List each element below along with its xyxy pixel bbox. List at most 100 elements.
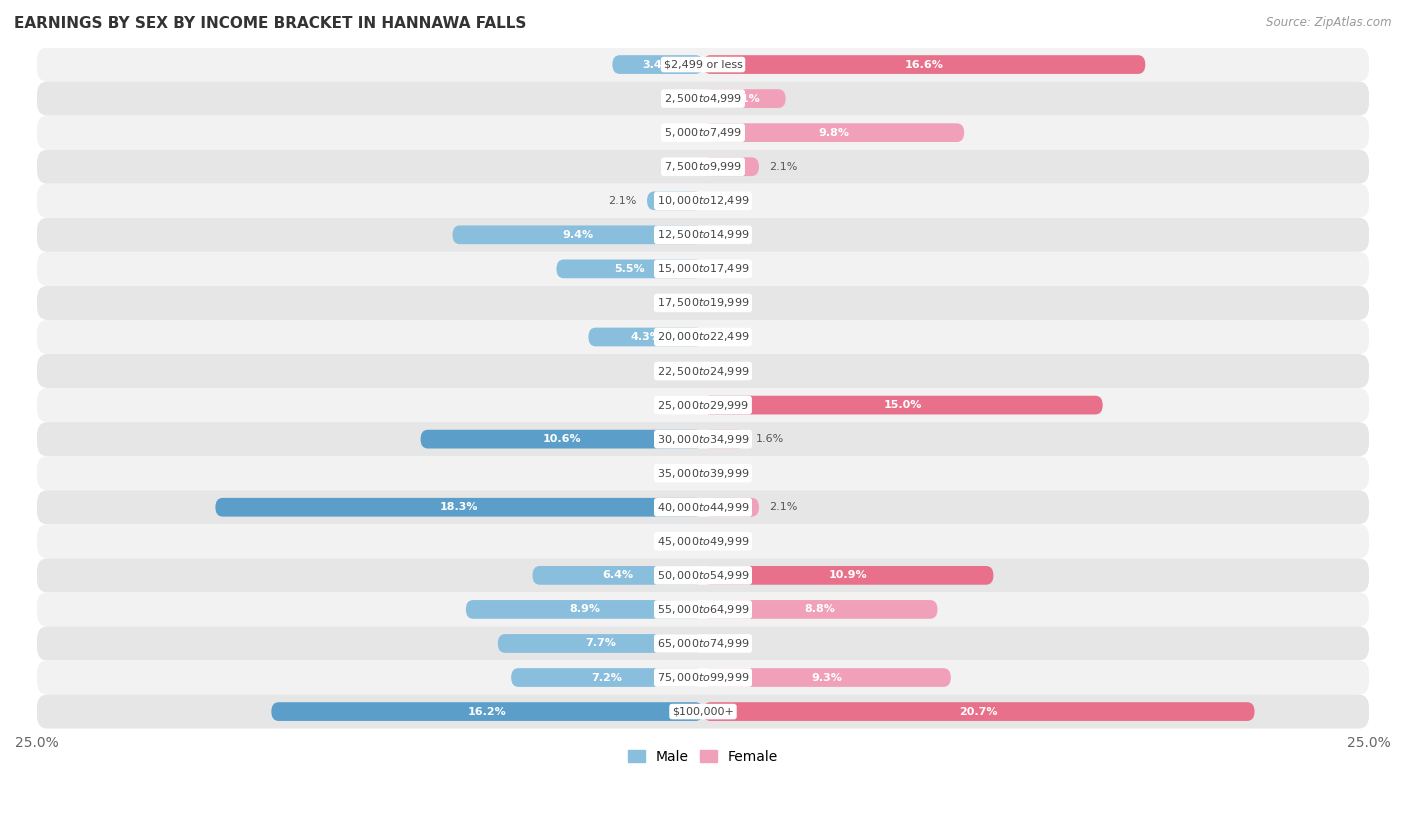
Text: $35,000 to $39,999: $35,000 to $39,999 xyxy=(657,467,749,480)
Text: 0.0%: 0.0% xyxy=(714,366,742,376)
Text: $65,000 to $74,999: $65,000 to $74,999 xyxy=(657,637,749,650)
Text: 0.0%: 0.0% xyxy=(714,298,742,308)
FancyBboxPatch shape xyxy=(613,55,703,74)
FancyBboxPatch shape xyxy=(703,668,950,687)
FancyBboxPatch shape xyxy=(703,89,786,108)
FancyBboxPatch shape xyxy=(703,702,1254,721)
FancyBboxPatch shape xyxy=(703,124,965,142)
FancyBboxPatch shape xyxy=(703,430,745,449)
FancyBboxPatch shape xyxy=(37,320,1369,354)
Text: $20,000 to $22,499: $20,000 to $22,499 xyxy=(657,330,749,343)
FancyBboxPatch shape xyxy=(465,600,703,619)
Legend: Male, Female: Male, Female xyxy=(623,744,783,769)
FancyBboxPatch shape xyxy=(37,524,1369,559)
FancyBboxPatch shape xyxy=(37,422,1369,456)
FancyBboxPatch shape xyxy=(533,566,703,585)
Text: 8.9%: 8.9% xyxy=(569,604,600,615)
Text: 18.3%: 18.3% xyxy=(440,502,478,512)
Text: 20.7%: 20.7% xyxy=(959,706,998,716)
Text: $25,000 to $29,999: $25,000 to $29,999 xyxy=(657,398,749,411)
Text: 0.0%: 0.0% xyxy=(664,128,692,137)
Text: 4.3%: 4.3% xyxy=(630,332,661,342)
Text: $7,500 to $9,999: $7,500 to $9,999 xyxy=(664,160,742,173)
FancyBboxPatch shape xyxy=(215,498,703,516)
Text: $2,500 to $4,999: $2,500 to $4,999 xyxy=(664,92,742,105)
FancyBboxPatch shape xyxy=(703,498,759,516)
Text: 2.1%: 2.1% xyxy=(769,502,799,512)
Text: 0.0%: 0.0% xyxy=(714,468,742,478)
Text: 0.0%: 0.0% xyxy=(714,196,742,206)
Text: 6.4%: 6.4% xyxy=(602,571,633,580)
Text: 9.3%: 9.3% xyxy=(811,672,842,683)
Text: 1.6%: 1.6% xyxy=(756,434,785,444)
FancyBboxPatch shape xyxy=(37,81,1369,115)
Text: 3.1%: 3.1% xyxy=(728,93,759,103)
Text: 0.0%: 0.0% xyxy=(714,332,742,342)
Text: $22,500 to $24,999: $22,500 to $24,999 xyxy=(657,364,749,377)
Text: Source: ZipAtlas.com: Source: ZipAtlas.com xyxy=(1267,16,1392,29)
FancyBboxPatch shape xyxy=(37,184,1369,218)
Text: $55,000 to $64,999: $55,000 to $64,999 xyxy=(657,603,749,616)
FancyBboxPatch shape xyxy=(498,634,703,653)
Text: 16.6%: 16.6% xyxy=(904,59,943,70)
Text: $30,000 to $34,999: $30,000 to $34,999 xyxy=(657,433,749,446)
Text: 0.0%: 0.0% xyxy=(664,400,692,410)
FancyBboxPatch shape xyxy=(37,593,1369,627)
Text: 0.0%: 0.0% xyxy=(714,537,742,546)
Text: 5.5%: 5.5% xyxy=(614,264,645,274)
FancyBboxPatch shape xyxy=(37,218,1369,252)
Text: 15.0%: 15.0% xyxy=(883,400,922,410)
FancyBboxPatch shape xyxy=(557,259,703,278)
FancyBboxPatch shape xyxy=(37,252,1369,286)
FancyBboxPatch shape xyxy=(37,388,1369,422)
Text: $10,000 to $12,499: $10,000 to $12,499 xyxy=(657,194,749,207)
Text: 2.1%: 2.1% xyxy=(769,162,799,172)
Text: 0.0%: 0.0% xyxy=(714,264,742,274)
Text: $17,500 to $19,999: $17,500 to $19,999 xyxy=(657,297,749,310)
FancyBboxPatch shape xyxy=(37,354,1369,388)
Text: 0.0%: 0.0% xyxy=(714,638,742,649)
Text: 3.4%: 3.4% xyxy=(643,59,673,70)
FancyBboxPatch shape xyxy=(512,668,703,687)
Text: 0.0%: 0.0% xyxy=(664,162,692,172)
Text: $40,000 to $44,999: $40,000 to $44,999 xyxy=(657,501,749,514)
FancyBboxPatch shape xyxy=(703,566,994,585)
FancyBboxPatch shape xyxy=(703,55,1146,74)
Text: $75,000 to $99,999: $75,000 to $99,999 xyxy=(657,671,749,684)
FancyBboxPatch shape xyxy=(453,225,703,244)
Text: 0.0%: 0.0% xyxy=(664,468,692,478)
Text: 7.2%: 7.2% xyxy=(592,672,623,683)
FancyBboxPatch shape xyxy=(420,430,703,449)
Text: 7.7%: 7.7% xyxy=(585,638,616,649)
FancyBboxPatch shape xyxy=(37,660,1369,694)
Text: 8.8%: 8.8% xyxy=(804,604,835,615)
Text: 0.0%: 0.0% xyxy=(664,366,692,376)
Text: 10.9%: 10.9% xyxy=(830,571,868,580)
Text: EARNINGS BY SEX BY INCOME BRACKET IN HANNAWA FALLS: EARNINGS BY SEX BY INCOME BRACKET IN HAN… xyxy=(14,16,526,31)
FancyBboxPatch shape xyxy=(37,490,1369,524)
FancyBboxPatch shape xyxy=(703,158,759,176)
Text: $15,000 to $17,499: $15,000 to $17,499 xyxy=(657,263,749,276)
FancyBboxPatch shape xyxy=(37,627,1369,660)
FancyBboxPatch shape xyxy=(37,694,1369,728)
FancyBboxPatch shape xyxy=(37,115,1369,150)
Text: 0.0%: 0.0% xyxy=(664,93,692,103)
FancyBboxPatch shape xyxy=(37,559,1369,593)
Text: $100,000+: $100,000+ xyxy=(672,706,734,716)
Text: $2,499 or less: $2,499 or less xyxy=(664,59,742,70)
Text: 0.0%: 0.0% xyxy=(664,298,692,308)
Text: $12,500 to $14,999: $12,500 to $14,999 xyxy=(657,228,749,241)
FancyBboxPatch shape xyxy=(37,286,1369,320)
Text: 10.6%: 10.6% xyxy=(543,434,581,444)
FancyBboxPatch shape xyxy=(37,47,1369,81)
Text: 0.0%: 0.0% xyxy=(714,230,742,240)
FancyBboxPatch shape xyxy=(589,328,703,346)
FancyBboxPatch shape xyxy=(647,191,703,210)
Text: $45,000 to $49,999: $45,000 to $49,999 xyxy=(657,535,749,548)
Text: 9.8%: 9.8% xyxy=(818,128,849,137)
Text: 0.0%: 0.0% xyxy=(664,537,692,546)
Text: 2.1%: 2.1% xyxy=(607,196,637,206)
FancyBboxPatch shape xyxy=(37,456,1369,490)
Text: $5,000 to $7,499: $5,000 to $7,499 xyxy=(664,126,742,139)
FancyBboxPatch shape xyxy=(703,600,938,619)
